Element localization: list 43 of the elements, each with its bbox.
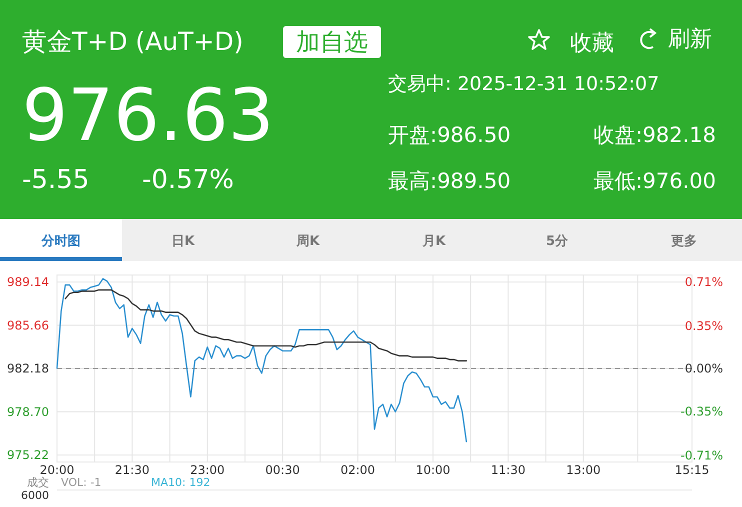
- y-tick-label: 978.70: [7, 404, 49, 419]
- line-series: [64, 289, 468, 362]
- y2-tick-label: 0.00%: [684, 362, 723, 376]
- x-tick-label: 11:30: [490, 463, 526, 477]
- text: -5.55: [22, 165, 90, 195]
- y2-tick-label: 0.71%: [684, 275, 723, 290]
- line-series: [56, 278, 468, 442]
- y-tick-label: 985.66: [7, 318, 49, 332]
- text: 6000: [21, 489, 49, 502]
- text: 更多: [671, 234, 697, 249]
- x-tick-label: 23:00: [190, 463, 225, 477]
- y-tick-label: 982.18: [7, 362, 49, 376]
- x-tick-label: 21:30: [114, 463, 150, 477]
- text: 收盘:982.18: [593, 123, 716, 147]
- text: 刷新: [668, 27, 712, 52]
- text: 开盘:986.50: [388, 123, 511, 147]
- text: 加自选: [296, 28, 368, 56]
- y-tick-label: 975.22: [7, 448, 49, 462]
- text: 5分: [546, 234, 570, 249]
- x-tick-label: 20:00: [40, 463, 74, 477]
- x-tick-label: 15:15: [674, 463, 710, 477]
- x-tick-label: 00:30: [265, 463, 300, 477]
- text: 月K: [421, 234, 446, 249]
- text: 分时图: [40, 234, 80, 249]
- text: 最高:989.50: [388, 169, 511, 193]
- x-tick-label: 02:00: [340, 463, 376, 477]
- text: VOL: -1: [61, 476, 102, 489]
- text: 成交: [27, 476, 49, 489]
- text: 日K: [171, 234, 196, 249]
- y-tick-label: 989.14: [7, 275, 49, 290]
- y2-tick-label: 0.35%: [684, 318, 723, 333]
- text: MA10: 192: [151, 476, 210, 489]
- text: 交易中: 2025-12-31 10:52:07: [388, 73, 660, 95]
- y2-tick-label: -0.71%: [680, 448, 723, 462]
- text: 周K: [295, 234, 320, 249]
- chart-title: 黄金T+D (AuT+D): [22, 27, 244, 56]
- x-tick-label: 13:00: [566, 463, 601, 477]
- text: 最低:976.00: [593, 169, 716, 193]
- x-tick-label: 10:00: [416, 463, 450, 477]
- text: 976.63: [22, 73, 274, 157]
- y2-tick-label: -0.35%: [680, 404, 723, 418]
- text: 收藏: [570, 31, 614, 56]
- text: -0.57%: [142, 165, 234, 195]
